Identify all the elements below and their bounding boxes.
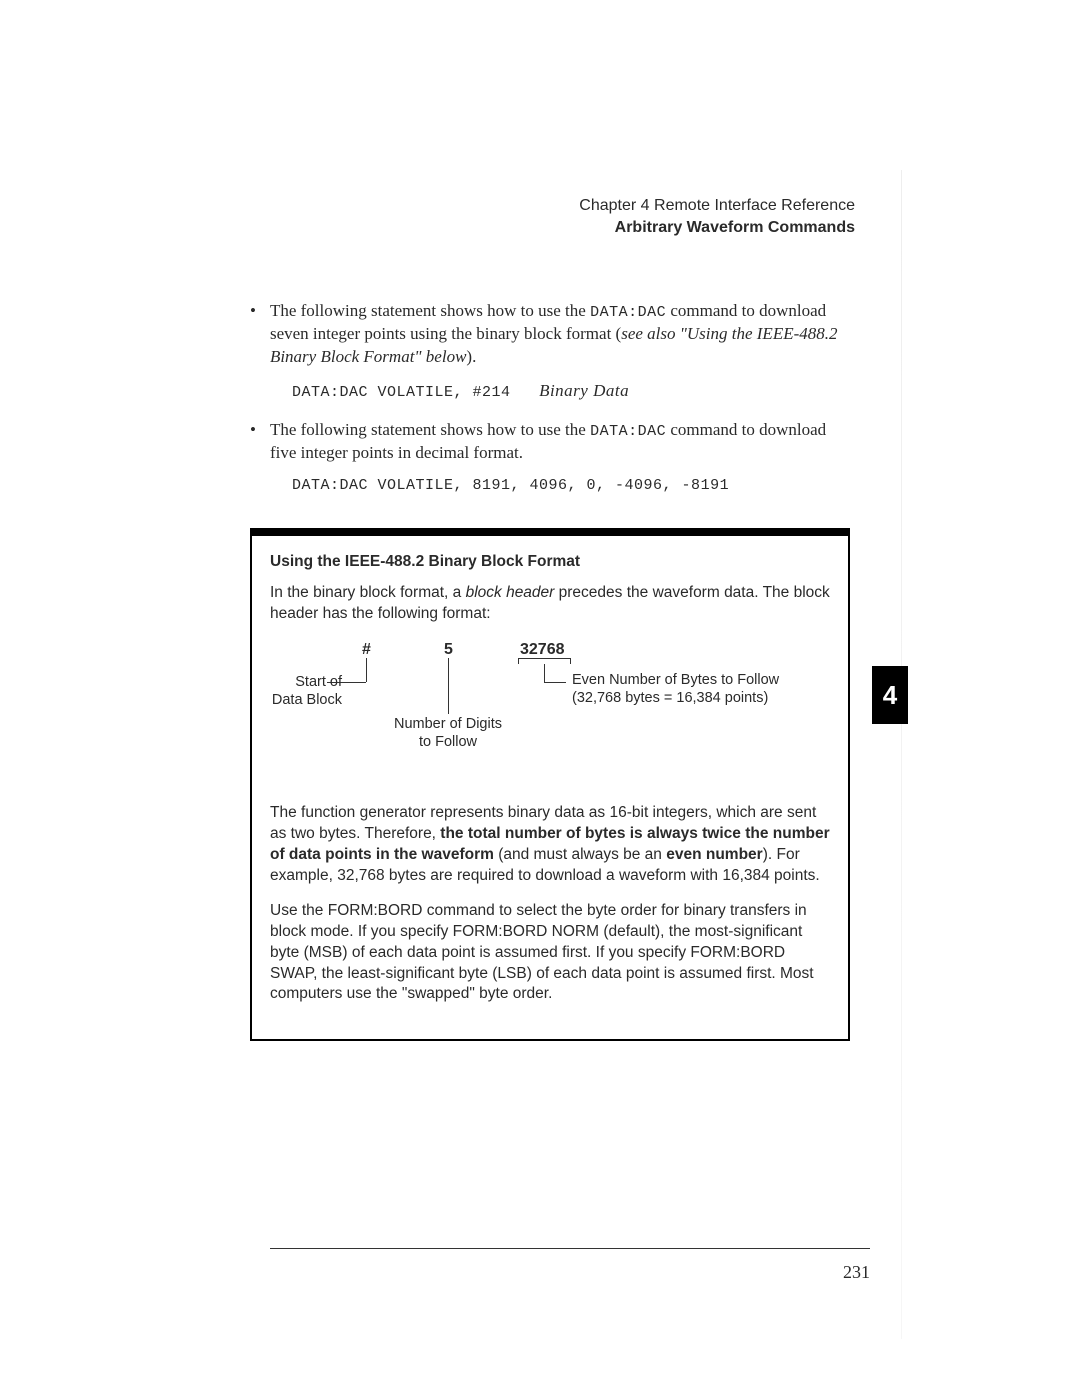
inline-code: DATA:DAC — [590, 304, 666, 321]
text-run: The following statement shows how to use… — [270, 420, 590, 439]
code-line: DATA:DAC VOLATILE, 8191, 4096, 0, -4096,… — [292, 477, 850, 494]
text-bold: even number — [666, 846, 762, 863]
text-run: Data Block — [272, 692, 342, 708]
chapter-tab-number: 4 — [883, 680, 897, 711]
text-run: Start of — [295, 674, 342, 690]
text-run: The following statement shows how to use… — [270, 301, 590, 320]
body: • The following statement shows how to u… — [250, 300, 850, 1041]
code-line: DATA:DAC VOLATILE, #214 Binary Data — [292, 381, 850, 401]
diag-label-digits: Number of Digits to Follow — [384, 715, 512, 751]
section-title: Arbitrary Waveform Commands — [579, 217, 855, 239]
diag-leader-line — [544, 664, 545, 682]
diag-underline — [518, 658, 570, 659]
bullet-marker: • — [250, 419, 256, 465]
box-paragraph: The function generator represents binary… — [270, 803, 830, 887]
page: Chapter 4 Remote Interface Reference Arb… — [0, 0, 1080, 1399]
diag-leader-line — [366, 658, 367, 682]
text-run: (32,768 bytes = 16,384 points) — [572, 690, 768, 706]
text-run: to Follow — [419, 734, 477, 750]
box-paragraph: In the binary block format, a block head… — [270, 583, 830, 625]
text-run: In the binary block format, a — [270, 584, 466, 601]
code-param-italic: Binary Data — [539, 381, 629, 400]
inline-code: DATA:DAC — [590, 423, 666, 440]
box-paragraph: Use the FORM:BORD command to select the … — [270, 901, 830, 1006]
diag-leader-line — [448, 658, 449, 714]
chapter-title: Chapter 4 Remote Interface Reference — [579, 195, 855, 217]
bullet-marker: • — [250, 300, 256, 369]
scan-artifact — [901, 170, 902, 1339]
callout-box: Using the IEEE-488.2 Binary Block Format… — [250, 528, 850, 1041]
running-header: Chapter 4 Remote Interface Reference Arb… — [579, 195, 855, 238]
bullet-item: • The following statement shows how to u… — [250, 419, 850, 465]
text-run: Even Number of Bytes to Follow — [572, 672, 779, 688]
code-text: DATA:DAC VOLATILE, 8191, 4096, 0, -4096,… — [292, 477, 729, 494]
diag-tick — [570, 658, 571, 664]
bullet-text: The following statement shows how to use… — [270, 300, 850, 369]
text-run: Number of Digits — [394, 716, 502, 732]
diag-leader-line — [544, 682, 566, 683]
diag-tick — [518, 658, 519, 664]
box-title: Using the IEEE-488.2 Binary Block Format — [270, 552, 830, 573]
code-text: DATA:DAC VOLATILE, #214 — [292, 384, 511, 401]
diag-label-bytes: Even Number of Bytes to Follow (32,768 b… — [572, 671, 822, 707]
diag-label-start: Start of Data Block — [268, 673, 342, 709]
text-run: (and must always be an — [494, 846, 666, 863]
page-number: 231 — [843, 1262, 870, 1283]
block-header-diagram: # 5 32768 Start of Data Block Number of … — [270, 639, 830, 779]
text-italic: block header — [466, 584, 555, 601]
text-run: ). — [466, 347, 476, 366]
bullet-item: • The following statement shows how to u… — [250, 300, 850, 369]
footer-rule — [270, 1248, 870, 1249]
chapter-tab: 4 — [872, 666, 908, 724]
bullet-text: The following statement shows how to use… — [270, 419, 850, 465]
